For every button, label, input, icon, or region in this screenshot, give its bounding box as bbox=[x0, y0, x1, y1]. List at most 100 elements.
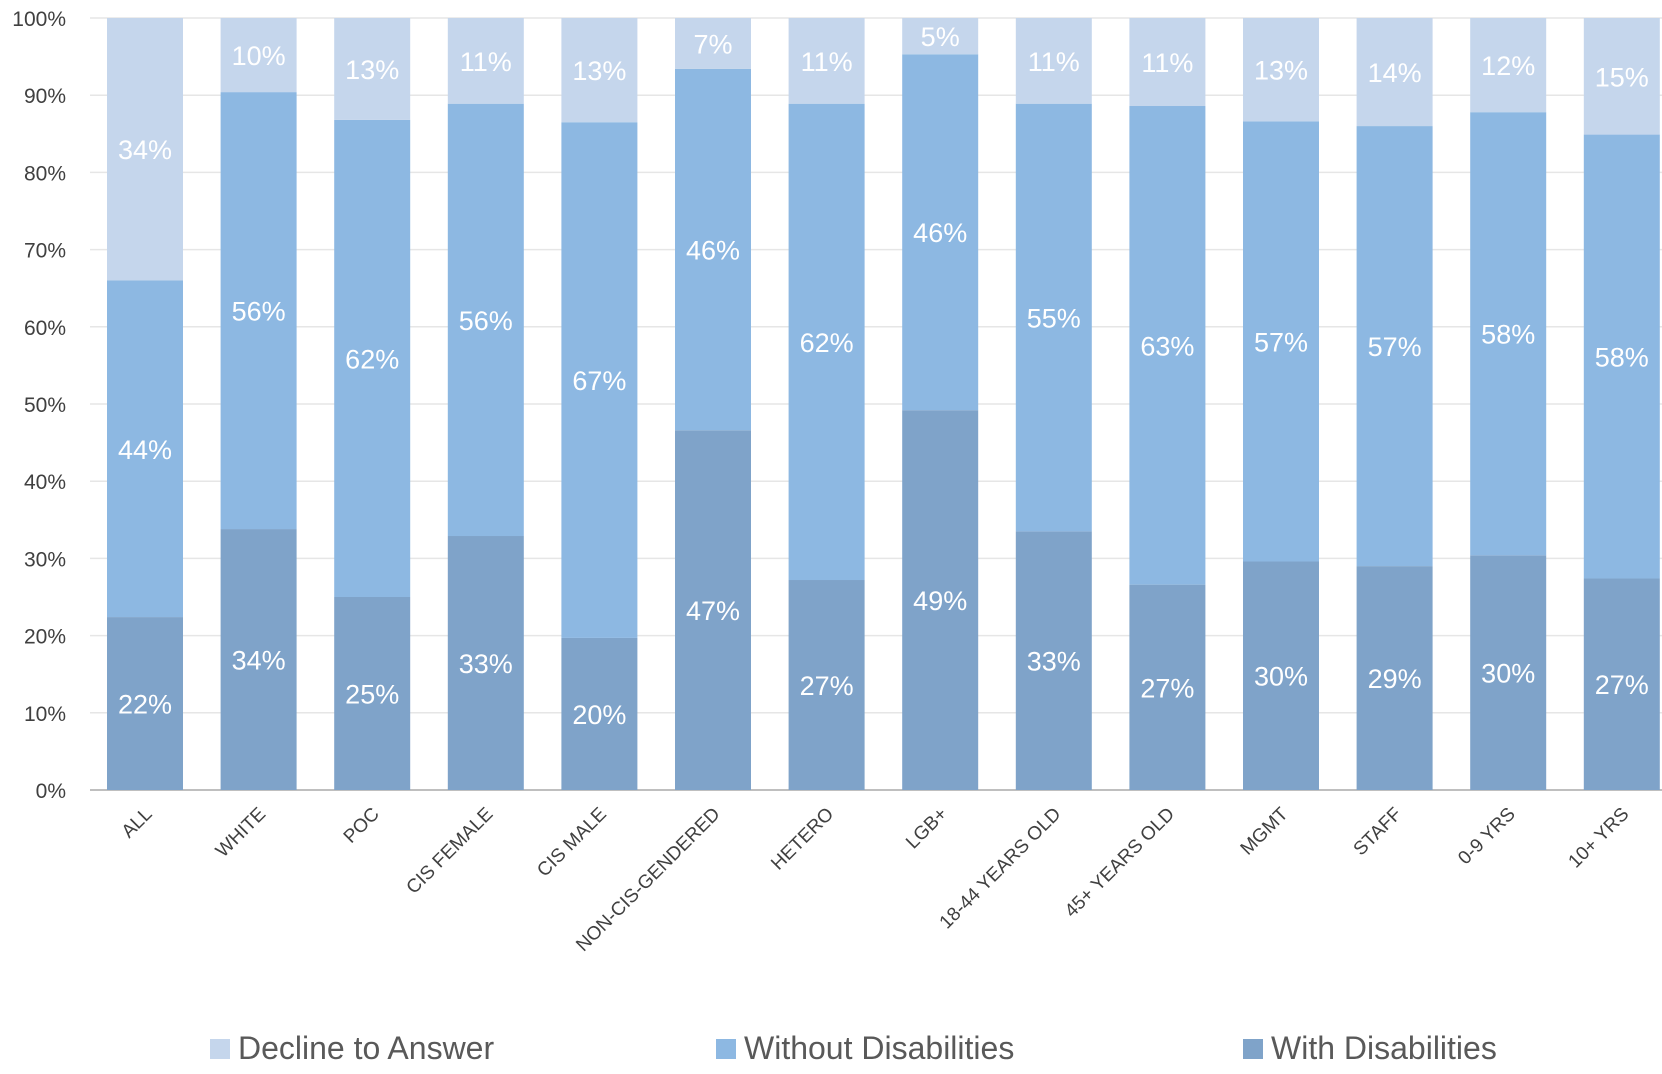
legend-label-with: With Disabilities bbox=[1271, 1030, 1497, 1066]
bar-segment bbox=[447, 536, 524, 790]
bar-segment bbox=[1243, 121, 1319, 562]
data-label: 22% bbox=[118, 690, 172, 720]
bar-segment bbox=[1356, 126, 1433, 567]
x-tick-label: 0-9 YRS bbox=[1454, 804, 1519, 869]
legend-item-with[interactable]: With Disabilities bbox=[1243, 1030, 1497, 1067]
data-label: 15% bbox=[1595, 62, 1649, 92]
bar-segment bbox=[1470, 18, 1547, 113]
bar-segment bbox=[902, 410, 979, 790]
bar-segment bbox=[902, 18, 979, 55]
x-tick-label: WHITE bbox=[212, 804, 270, 862]
x-tick-label: 45+ YEARS OLD bbox=[1061, 804, 1179, 922]
bar-segment bbox=[334, 119, 411, 598]
data-label: 57% bbox=[1254, 327, 1308, 357]
bar-segment bbox=[1583, 18, 1660, 135]
data-label: 55% bbox=[1027, 304, 1081, 334]
legend-label-without: Without Disabilities bbox=[744, 1030, 1015, 1066]
data-label: 11% bbox=[1028, 47, 1080, 77]
data-label: 44% bbox=[118, 435, 172, 465]
bar-segment bbox=[1129, 106, 1206, 585]
stacked-bar-chart: 0% 10% 20% 30% 40% 50% 60% 70% 80% 90% 100% 22% 44%… bbox=[12, 8, 1662, 956]
data-label: 11% bbox=[460, 47, 512, 77]
data-label: 57% bbox=[1368, 332, 1422, 362]
bar-segment bbox=[1356, 566, 1433, 790]
bar-segment bbox=[1583, 578, 1660, 790]
x-tick-label: POC bbox=[340, 804, 384, 848]
bar-segment bbox=[107, 617, 183, 790]
data-label: 7% bbox=[693, 29, 732, 59]
data-label: 62% bbox=[345, 344, 399, 374]
bar-segment bbox=[1470, 112, 1547, 556]
bar-segment bbox=[1015, 18, 1092, 104]
data-label: 29% bbox=[1368, 664, 1422, 694]
data-label: 47% bbox=[686, 596, 740, 626]
data-label: 11% bbox=[801, 47, 853, 77]
data-label: 13% bbox=[345, 55, 399, 85]
data-label: 20% bbox=[572, 700, 626, 730]
bar-segment bbox=[675, 430, 751, 790]
data-label: 46% bbox=[686, 236, 740, 266]
data-label: 49% bbox=[913, 586, 967, 616]
bar-segment bbox=[334, 597, 411, 790]
legend-swatch-without bbox=[716, 1038, 736, 1059]
legend: Decline to Answer Without Disabilities W… bbox=[0, 1030, 1662, 1070]
data-label: 11% bbox=[1141, 48, 1193, 78]
x-tick-label: CIS FEMALE bbox=[403, 804, 498, 899]
y-tick-label: 40% bbox=[24, 471, 66, 494]
x-tick-label: 18-44 YEARS OLD bbox=[936, 804, 1066, 934]
data-label: 56% bbox=[459, 306, 513, 336]
data-label: 58% bbox=[1481, 320, 1535, 350]
bar-segment bbox=[107, 18, 183, 281]
data-label: 12% bbox=[1481, 51, 1535, 81]
bar-segment bbox=[561, 637, 638, 790]
bar-segment bbox=[447, 103, 524, 537]
y-tick-label: 10% bbox=[24, 703, 66, 726]
x-tick-label: MGMT bbox=[1237, 803, 1293, 859]
x-tick-label: CIS MALE bbox=[533, 804, 611, 882]
data-label: 13% bbox=[1254, 56, 1308, 86]
legend-item-decline[interactable]: Decline to Answer bbox=[210, 1030, 494, 1067]
y-tick-label: 80% bbox=[24, 162, 66, 185]
data-label: 46% bbox=[913, 218, 967, 248]
y-tick-label: 90% bbox=[24, 85, 66, 108]
bar-segment bbox=[447, 18, 524, 104]
bar-segment bbox=[220, 529, 297, 790]
bar-segment bbox=[1470, 555, 1547, 790]
data-label: 63% bbox=[1140, 331, 1194, 361]
x-tick-label: LGB+ bbox=[902, 804, 952, 854]
y-tick-label: 30% bbox=[24, 548, 66, 571]
data-label: 14% bbox=[1368, 58, 1422, 88]
bar-segment bbox=[1583, 134, 1660, 579]
y-tick-label: 20% bbox=[24, 626, 66, 649]
bar-segment bbox=[1015, 531, 1092, 790]
data-label: 13% bbox=[572, 56, 626, 86]
legend-swatch-with bbox=[1243, 1038, 1263, 1059]
data-label: 62% bbox=[800, 328, 854, 358]
bar-segment bbox=[902, 54, 979, 411]
bar-segment bbox=[334, 18, 411, 120]
y-tick-label: 0% bbox=[36, 780, 66, 803]
data-label: 58% bbox=[1595, 343, 1649, 373]
y-tick-label: 60% bbox=[24, 317, 66, 340]
data-label: 30% bbox=[1481, 659, 1535, 689]
bar-segment bbox=[561, 122, 638, 638]
bar-segment bbox=[1243, 561, 1319, 790]
data-label: 27% bbox=[1595, 670, 1649, 700]
data-label: 27% bbox=[1140, 673, 1194, 703]
bar-segment bbox=[788, 580, 865, 790]
legend-label-decline: Decline to Answer bbox=[238, 1030, 495, 1066]
bar-segment bbox=[1243, 18, 1319, 122]
bar-segment bbox=[675, 18, 751, 69]
data-label: 5% bbox=[921, 22, 960, 52]
data-label: 56% bbox=[232, 297, 286, 327]
data-label: 30% bbox=[1254, 662, 1308, 692]
legend-item-without[interactable]: Without Disabilities bbox=[716, 1030, 1014, 1067]
x-tick-label: STAFF bbox=[1350, 804, 1406, 860]
data-label: 33% bbox=[1027, 647, 1081, 677]
bar-segment bbox=[107, 280, 183, 618]
data-label: 27% bbox=[800, 671, 854, 701]
bars bbox=[107, 18, 1660, 790]
x-axis: ALL WHITE POC CIS FEMALE CIS MALENON-CIS-GEN… bbox=[118, 803, 1634, 955]
data-label: 25% bbox=[345, 680, 399, 710]
bar-segment bbox=[1015, 103, 1092, 532]
